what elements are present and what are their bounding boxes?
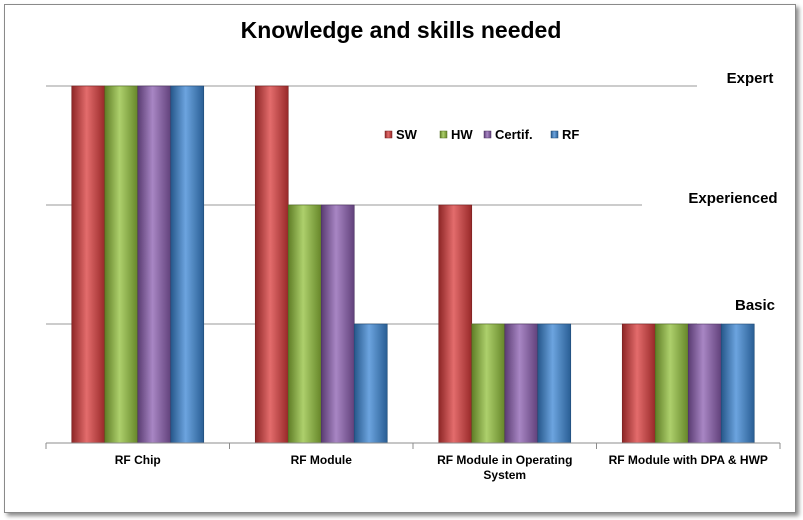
legend-label-sw: SW: [396, 127, 418, 142]
bar-sw-1: [254, 85, 289, 444]
bar-hw-1: [287, 204, 322, 444]
category-label: RF Module in Operating: [437, 453, 572, 467]
level-label-experienced: Experienced: [688, 190, 777, 207]
bar-certif-0: [137, 85, 172, 444]
bar-sw-3: [621, 323, 656, 444]
legend-label-rf: RF: [562, 127, 579, 142]
bar-sw-0: [71, 85, 106, 444]
bar-rf-1: [353, 323, 388, 444]
bar-rf-0: [170, 85, 205, 444]
legend-swatch-hw: [439, 130, 448, 139]
bar-rf-3: [720, 323, 755, 444]
legend-swatch-sw: [384, 130, 393, 139]
category-label: RF Module with DPA & HWP: [609, 453, 768, 467]
bar-rf-2: [537, 323, 572, 444]
bar-certif-2: [504, 323, 539, 444]
bar-certif-3: [687, 323, 722, 444]
category-label: System: [483, 468, 526, 482]
level-label-basic: Basic: [735, 297, 775, 314]
level-labels: Basic Experienced Expert: [688, 70, 777, 314]
x-axis: [45, 442, 781, 449]
category-label: RF Chip: [115, 453, 161, 467]
chart-title: Knowledge and skills needed: [241, 17, 562, 43]
category-labels: RF Chip RF Module RF Module in OperatingSy…: [115, 453, 768, 482]
legend-label-certif: Certif.: [495, 127, 533, 142]
level-label-expert: Expert: [727, 70, 774, 87]
bars: [71, 85, 755, 444]
bar-sw-2: [438, 204, 473, 444]
bar-hw-3: [654, 323, 689, 444]
legend-label-hw: HW: [451, 127, 473, 142]
legend: SW HW Certif. RF: [384, 127, 579, 142]
legend-swatch-certif: [483, 130, 492, 139]
bar-hw-2: [471, 323, 506, 444]
category-label: RF Module: [291, 453, 353, 467]
bar-certif-1: [320, 204, 355, 444]
bar-hw-0: [104, 85, 139, 444]
legend-swatch-rf: [550, 130, 559, 139]
